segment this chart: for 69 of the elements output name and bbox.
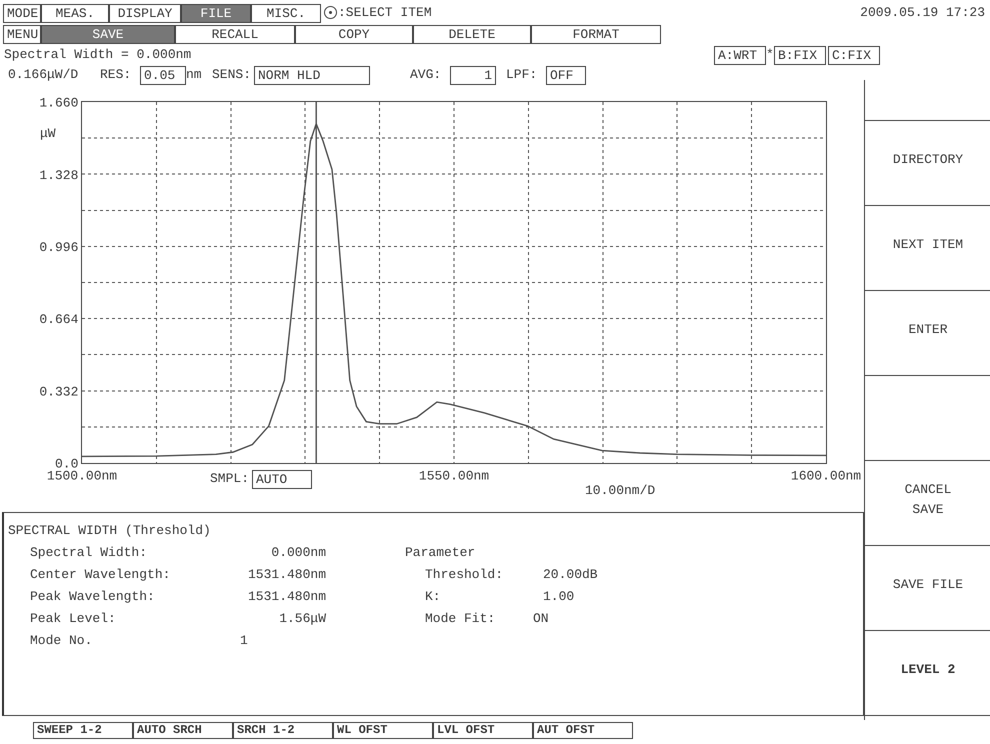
text: COPY — [295, 25, 413, 44]
text: WL OFST — [333, 722, 433, 739]
text: MEAS. — [41, 4, 109, 23]
text: DELETE — [413, 25, 531, 44]
text: LEVEL 2 — [900, 661, 956, 679]
text: MISC. — [251, 4, 321, 23]
text: Threshold: — [425, 566, 504, 583]
text: SAVE — [41, 25, 175, 44]
text: :SELECT ITEM — [338, 4, 433, 21]
text: 10.00nm/D — [585, 482, 656, 499]
text: A:WRT — [714, 46, 766, 65]
text: Spectral Width = 0.000nm — [4, 46, 192, 63]
text: 2009.05.19 17:23 — [859, 4, 985, 21]
text: LVL OFST — [433, 722, 533, 739]
text: K: — [425, 588, 442, 605]
text: OFF — [546, 66, 586, 85]
text: SRCH 1-2 — [233, 722, 333, 739]
text: SMPL: — [210, 470, 250, 487]
text: SWEEP 1-2 — [33, 722, 133, 739]
text: RES: — [100, 66, 132, 83]
y-tick-label: 1.660 — [39, 96, 78, 111]
text: DISPLAY — [109, 4, 181, 23]
text: C:FIX — [828, 46, 880, 65]
text: AVG: — [410, 66, 442, 83]
text: Spectral Width: — [30, 544, 148, 561]
text: LPF: — [506, 66, 538, 83]
text: MODE — [3, 4, 41, 23]
text: Parameter — [405, 544, 476, 561]
text: B:FIX — [774, 46, 826, 65]
text: AUTO SRCH — [133, 722, 233, 739]
text: SAVE FILE — [892, 576, 964, 594]
y-tick-label: 0.996 — [39, 240, 78, 255]
text: 1531.480nm — [246, 566, 326, 583]
text: AUTO — [252, 470, 312, 489]
text: ENTER — [907, 321, 948, 339]
text: Peak Level: — [30, 610, 117, 627]
text: nm — [186, 66, 203, 83]
y-axis-title: μW — [40, 126, 56, 141]
text: FORMAT — [531, 25, 661, 44]
text: 0.166μW/D — [8, 66, 80, 83]
x-tick-label: 1550.00nm — [418, 468, 490, 484]
text: RECALL — [175, 25, 295, 44]
text: 1.00 — [543, 588, 576, 605]
text: Center Wavelength: — [30, 566, 172, 583]
text: Mode No. — [30, 632, 94, 649]
y-tick-label: 0.332 — [39, 384, 78, 400]
text: 0.05 — [140, 66, 186, 85]
y-tick-label: 1.328 — [39, 168, 78, 183]
text: DIRECTORY — [892, 151, 964, 169]
text: 1.56μW — [278, 610, 326, 627]
text: 1 — [450, 66, 496, 85]
text: 1531.480nm — [246, 588, 326, 605]
text: * — [766, 46, 774, 63]
x-tick-label: 1600.00nm — [790, 468, 862, 484]
text: AUT OFST — [533, 722, 633, 739]
text: SENS: — [212, 66, 252, 83]
text: MENU — [3, 25, 41, 44]
text: 20.00dB — [543, 566, 599, 583]
text: SPECTRAL WIDTH (Threshold) — [8, 522, 212, 539]
text: FILE — [181, 4, 251, 23]
text: 1 — [240, 632, 249, 649]
text: NEXT ITEM — [892, 236, 964, 254]
text: NORM HLD — [254, 66, 370, 85]
text: 0.000nm — [270, 544, 326, 561]
y-tick-label: 0.664 — [39, 312, 79, 328]
text: CANCEL SAVE — [904, 481, 952, 519]
text: Mode Fit: — [425, 611, 496, 626]
text: ON — [533, 610, 550, 627]
text: Peak Wavelength: — [30, 588, 156, 605]
